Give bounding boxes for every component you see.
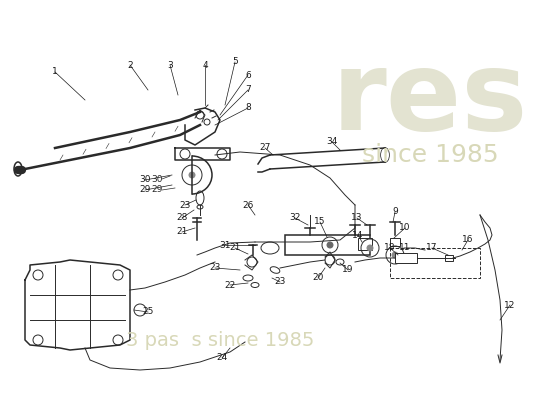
Text: 26: 26 bbox=[243, 200, 254, 210]
Text: since 1985: since 1985 bbox=[362, 143, 498, 167]
Bar bbox=[395, 253, 417, 263]
Bar bbox=[358, 238, 372, 250]
Text: 7: 7 bbox=[245, 86, 251, 94]
Text: 6: 6 bbox=[245, 70, 251, 80]
Text: 17: 17 bbox=[426, 244, 438, 252]
Circle shape bbox=[327, 242, 333, 248]
Text: 31: 31 bbox=[219, 240, 231, 250]
Text: res: res bbox=[332, 46, 528, 154]
Ellipse shape bbox=[381, 148, 389, 162]
Text: 10: 10 bbox=[399, 224, 411, 232]
Bar bbox=[390, 238, 400, 246]
Text: 27: 27 bbox=[259, 144, 271, 152]
Bar bbox=[390, 248, 480, 278]
Text: 24: 24 bbox=[216, 354, 228, 362]
Text: 11: 11 bbox=[399, 244, 411, 252]
Text: 21: 21 bbox=[177, 228, 188, 236]
Text: 8: 8 bbox=[245, 104, 251, 112]
Circle shape bbox=[392, 252, 398, 258]
Text: 12: 12 bbox=[504, 300, 516, 310]
Text: 2: 2 bbox=[127, 60, 133, 70]
Bar bbox=[285, 235, 370, 255]
Circle shape bbox=[367, 245, 373, 251]
Text: 22: 22 bbox=[224, 280, 235, 290]
Text: 28: 28 bbox=[177, 214, 188, 222]
Text: 29: 29 bbox=[139, 186, 151, 194]
Text: 1: 1 bbox=[52, 68, 58, 76]
Circle shape bbox=[189, 172, 195, 178]
Text: 19: 19 bbox=[342, 266, 354, 274]
Text: 25: 25 bbox=[142, 308, 153, 316]
Bar bbox=[445, 255, 453, 261]
Text: 30: 30 bbox=[139, 176, 151, 184]
Text: 14: 14 bbox=[353, 230, 364, 240]
Text: 5: 5 bbox=[232, 58, 238, 66]
Text: 23: 23 bbox=[274, 278, 285, 286]
Text: 9: 9 bbox=[392, 208, 398, 216]
Text: 3: 3 bbox=[167, 60, 173, 70]
Text: 29: 29 bbox=[151, 186, 163, 194]
Text: 23: 23 bbox=[179, 200, 191, 210]
Text: 16: 16 bbox=[462, 236, 474, 244]
Text: 4: 4 bbox=[202, 60, 208, 70]
Text: 13: 13 bbox=[351, 214, 363, 222]
Text: 30: 30 bbox=[151, 174, 163, 184]
Text: 18: 18 bbox=[384, 244, 396, 252]
Text: 20: 20 bbox=[312, 274, 324, 282]
Text: 32: 32 bbox=[289, 214, 301, 222]
Text: 34: 34 bbox=[326, 138, 338, 146]
Text: 3 pas  s since 1985: 3 pas s since 1985 bbox=[126, 330, 314, 350]
Text: 23: 23 bbox=[210, 264, 221, 272]
Text: 15: 15 bbox=[314, 218, 326, 226]
Text: 21: 21 bbox=[229, 244, 241, 252]
